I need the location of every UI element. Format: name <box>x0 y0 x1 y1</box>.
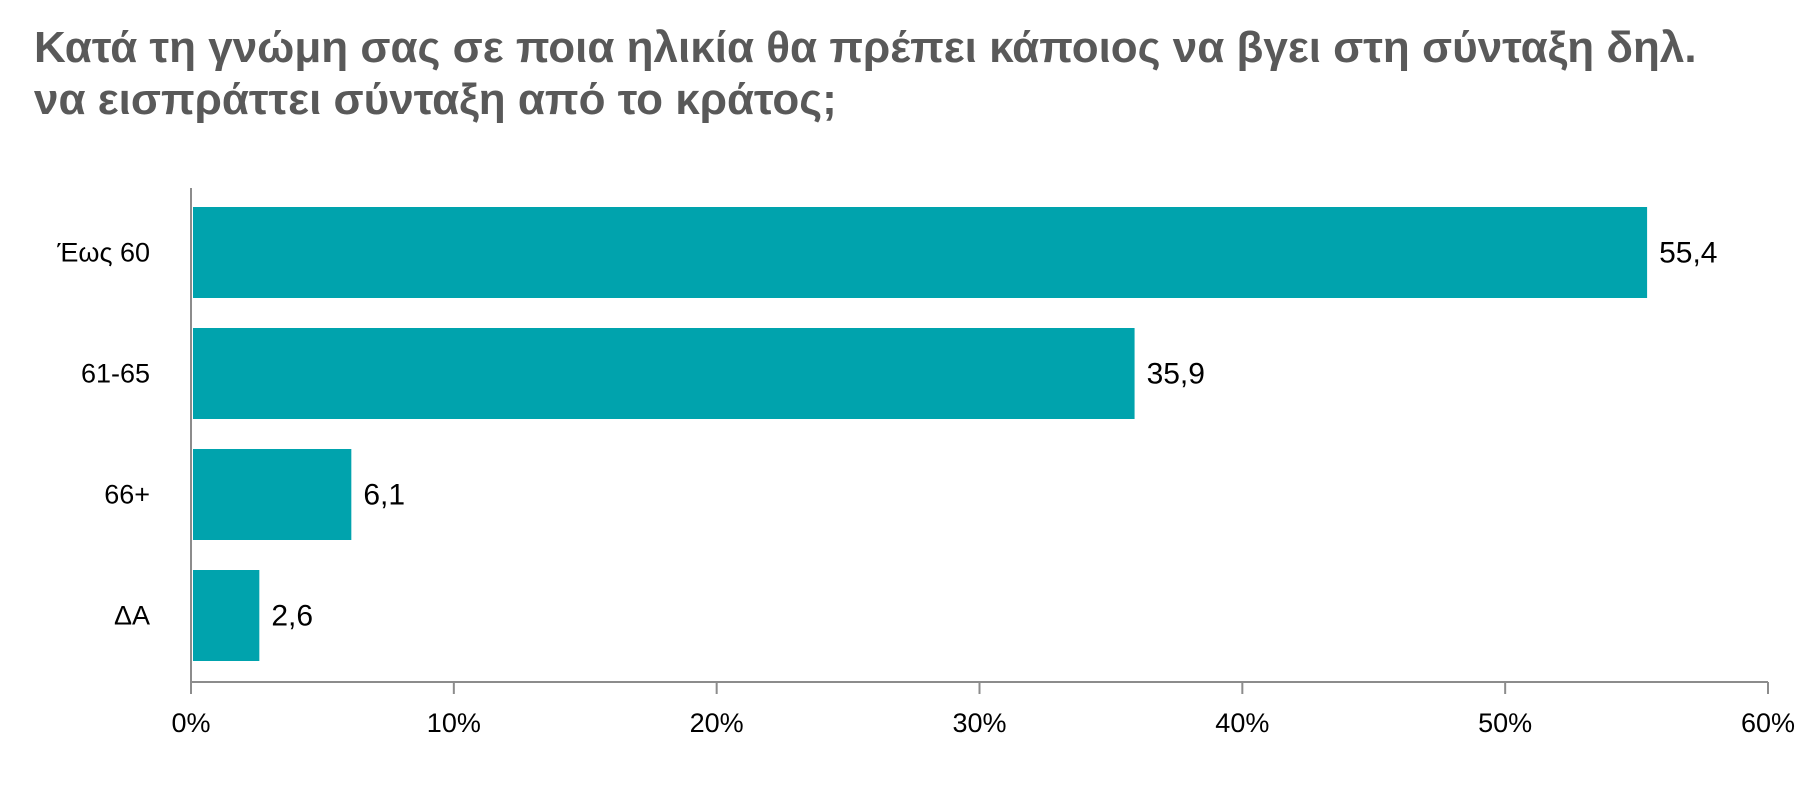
category-label: ΔΑ <box>114 601 150 631</box>
category-label: 61-65 <box>81 359 150 389</box>
value-label: 55,4 <box>1659 237 1717 270</box>
category-label: Έως 60 <box>56 238 150 268</box>
bar-0 <box>193 207 1648 298</box>
category-label: 66+ <box>104 480 150 510</box>
x-tick-label: 60% <box>1741 708 1795 738</box>
x-tick-label: 0% <box>171 708 210 738</box>
x-tick-label: 50% <box>1478 708 1532 738</box>
x-tick-label: 40% <box>1215 708 1269 738</box>
chart-title-line-1: Κατά τη γνώμη σας σε ποια ηλικία θα πρέπ… <box>34 23 1697 72</box>
x-tick-label: 10% <box>427 708 481 738</box>
x-tick-label: 20% <box>690 708 744 738</box>
value-label: 35,9 <box>1147 358 1205 391</box>
chart-title: Κατά τη γνώμη σας σε ποια ηλικία θα πρέπ… <box>34 22 1794 126</box>
bar-1 <box>193 328 1135 419</box>
bar-2 <box>193 449 352 540</box>
chart-title-line-2: να εισπράττει σύνταξη από το κράτος; <box>34 75 837 124</box>
bar-3 <box>193 570 260 661</box>
x-tick-label: 30% <box>952 708 1006 738</box>
value-label: 6,1 <box>363 479 405 512</box>
value-label: 2,6 <box>271 600 313 633</box>
